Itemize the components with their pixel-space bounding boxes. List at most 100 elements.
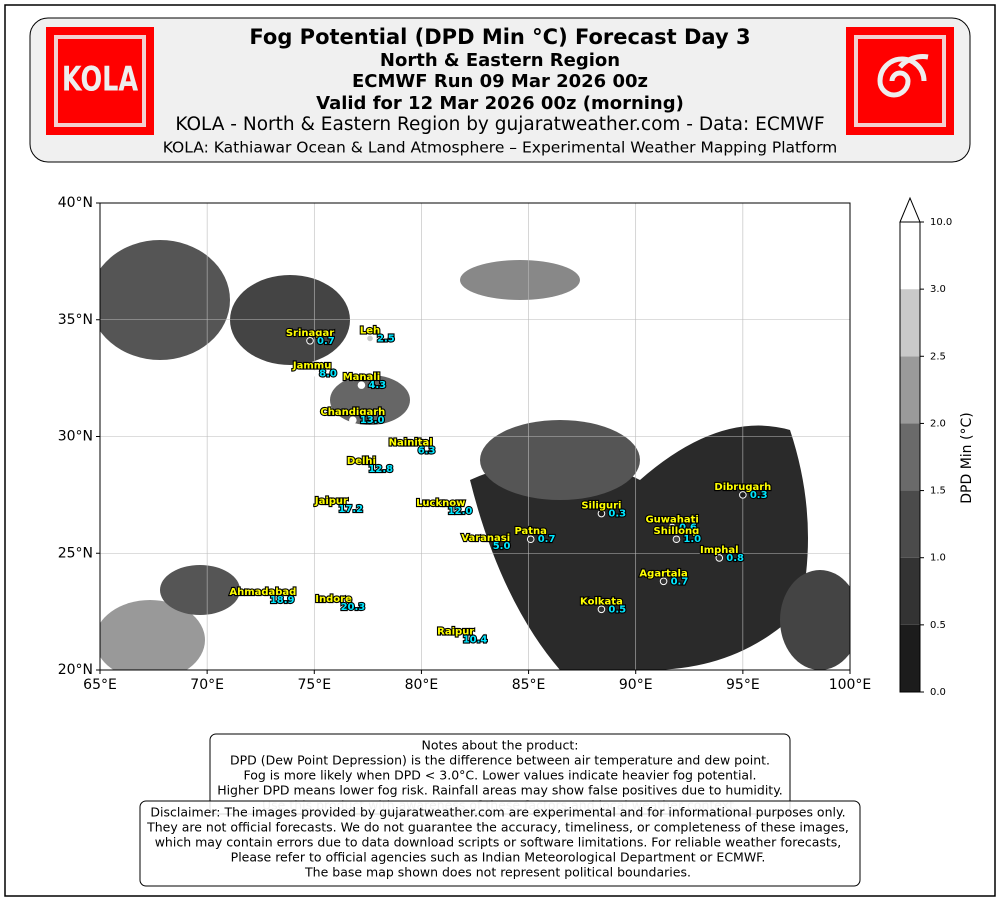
x-tick-label: 100°E: [829, 677, 872, 693]
city-name: Jammu: [292, 360, 331, 371]
city-name: Manali: [343, 372, 380, 383]
city-value: 0.6: [679, 523, 697, 534]
disclaimer: Disclaimer: The images provided by gujar…: [146, 805, 849, 880]
y-tick-label: 25°N: [58, 545, 93, 561]
logo-text: KOLA: [62, 60, 139, 100]
city-marker: [357, 381, 366, 389]
x-tick-label: 95°E: [726, 677, 760, 693]
map-frame: [99, 202, 851, 671]
city-marker: [306, 336, 314, 345]
colorbar-tick-label: 2.5: [930, 351, 946, 362]
city-name: Imphal: [700, 545, 739, 556]
city-value: 0.3: [750, 490, 768, 501]
city-name: Patna: [514, 526, 546, 537]
city-value: 0.8: [726, 553, 744, 564]
city-marker: [327, 505, 336, 513]
colorbar-tick-label: 2.0: [930, 418, 946, 429]
colorbar-segment: [900, 557, 920, 625]
city-value: 6.3: [418, 446, 436, 457]
x-tick-label: 70°E: [190, 677, 224, 693]
x-tick-label: 85°E: [512, 677, 546, 693]
city-value: 8.0: [319, 368, 337, 379]
note-line: Notes about the product:: [422, 738, 579, 753]
city-name: Varanasi: [461, 533, 510, 544]
disclaimer-line: The base map shown does not represent po…: [304, 865, 691, 880]
city-marker: [659, 577, 668, 586]
y-tick-label: 35°N: [58, 312, 93, 328]
colorbar-label: DPD Min (°C): [959, 412, 975, 503]
header-box: [29, 17, 971, 163]
city-marker: [366, 334, 374, 343]
x-tick-label: 90°E: [619, 677, 653, 693]
city-value: 13.0: [360, 415, 385, 426]
city-name: Ahmadabad: [229, 587, 296, 598]
city-name: Srinagar: [286, 328, 334, 339]
title: Fog Potential (DPD Min °C) Forecast Day …: [249, 25, 750, 49]
colorbar: 0.0 0.5 1.0 1.5 2.0 2.5 3.0 10.0: [899, 196, 952, 698]
y-tick-label: 30°N: [58, 429, 93, 445]
city-marker: [259, 596, 267, 604]
city-marker: [349, 416, 357, 424]
city-name: Agartala: [639, 568, 687, 579]
disclaimer-line: Disclaimer: The images provided by gujar…: [150, 805, 845, 820]
city-name: Siliguri: [581, 501, 621, 512]
colorbar-segment: [900, 490, 920, 558]
disclaimer-line: They are not official forecasts. We do n…: [146, 820, 849, 835]
x-tick-label: 65°E: [83, 677, 117, 693]
city-marker: [308, 369, 316, 378]
disclaimer-box: [139, 800, 861, 887]
subtitle: Valid for 12 Mar 2026 00z (morning): [316, 93, 684, 114]
city-name: Jaipur: [314, 496, 348, 507]
city-name: Dibrugarh: [714, 482, 771, 493]
fog-shading: [100, 240, 850, 670]
logo-left: KOLA: [46, 27, 154, 135]
city-value: 12.8: [368, 464, 393, 475]
city-marker: [436, 507, 445, 516]
city-marker: [672, 535, 681, 544]
colorbar-tick-label: 0.0: [930, 687, 946, 698]
colorbar-tick-label: 1.0: [930, 553, 946, 564]
city-value: 4.3: [368, 380, 386, 391]
subtitle: ECMWF Run 09 Mar 2026 00z: [352, 71, 648, 92]
subtitle: North & Eastern Region: [380, 50, 620, 71]
colorbar-tick-label: 1.5: [930, 486, 946, 497]
city-marker: [526, 535, 535, 544]
city-name: Indore: [315, 594, 352, 605]
colorbar-segment: [900, 289, 920, 357]
city-value: 0.7: [317, 336, 335, 347]
city-value: 1.0: [683, 534, 701, 545]
city-marker: [597, 605, 606, 614]
colorbar-extend: [899, 196, 921, 223]
city-value: 0.5: [608, 604, 626, 615]
city-name: Guwahati: [645, 515, 698, 526]
city-name: Shillong: [654, 526, 700, 537]
colorbar-segment: [900, 624, 920, 692]
city-marker: [451, 635, 460, 644]
disclaimer-line: which may contain errors due to data dow…: [155, 835, 842, 850]
colorbar-tick-label: 3.0: [930, 284, 946, 295]
city-marker: [739, 491, 747, 499]
logo-right: [846, 27, 954, 135]
city-marker: [668, 523, 676, 532]
credit: KOLA - North & Eastern Region by gujarat…: [175, 114, 824, 135]
city-name: Leh: [360, 325, 380, 336]
colorbar-frame: [899, 222, 921, 693]
colorbar-segment: [900, 423, 920, 491]
city-marker: [481, 542, 490, 551]
platform: KOLA: Kathiawar Ocean & Land Atmosphere …: [163, 139, 838, 157]
city-value: 20.3: [341, 602, 366, 613]
city-name: Kolkata: [580, 596, 623, 607]
city-value: 0.7: [538, 534, 556, 545]
disclaimer-line: Please refer to official agencies such a…: [231, 850, 766, 865]
city-name: Delhi: [347, 456, 376, 467]
colorbar-segment: [900, 222, 920, 290]
city-name: Nainital: [389, 438, 433, 449]
city-marker: [715, 554, 724, 562]
city-marker: [357, 465, 366, 473]
city-value: 5.0: [493, 541, 511, 552]
city-marker: [329, 603, 338, 611]
y-tick-label: 20°N: [58, 662, 93, 678]
city-value: 0.3: [608, 509, 626, 520]
city-value: 2.5: [377, 333, 395, 344]
